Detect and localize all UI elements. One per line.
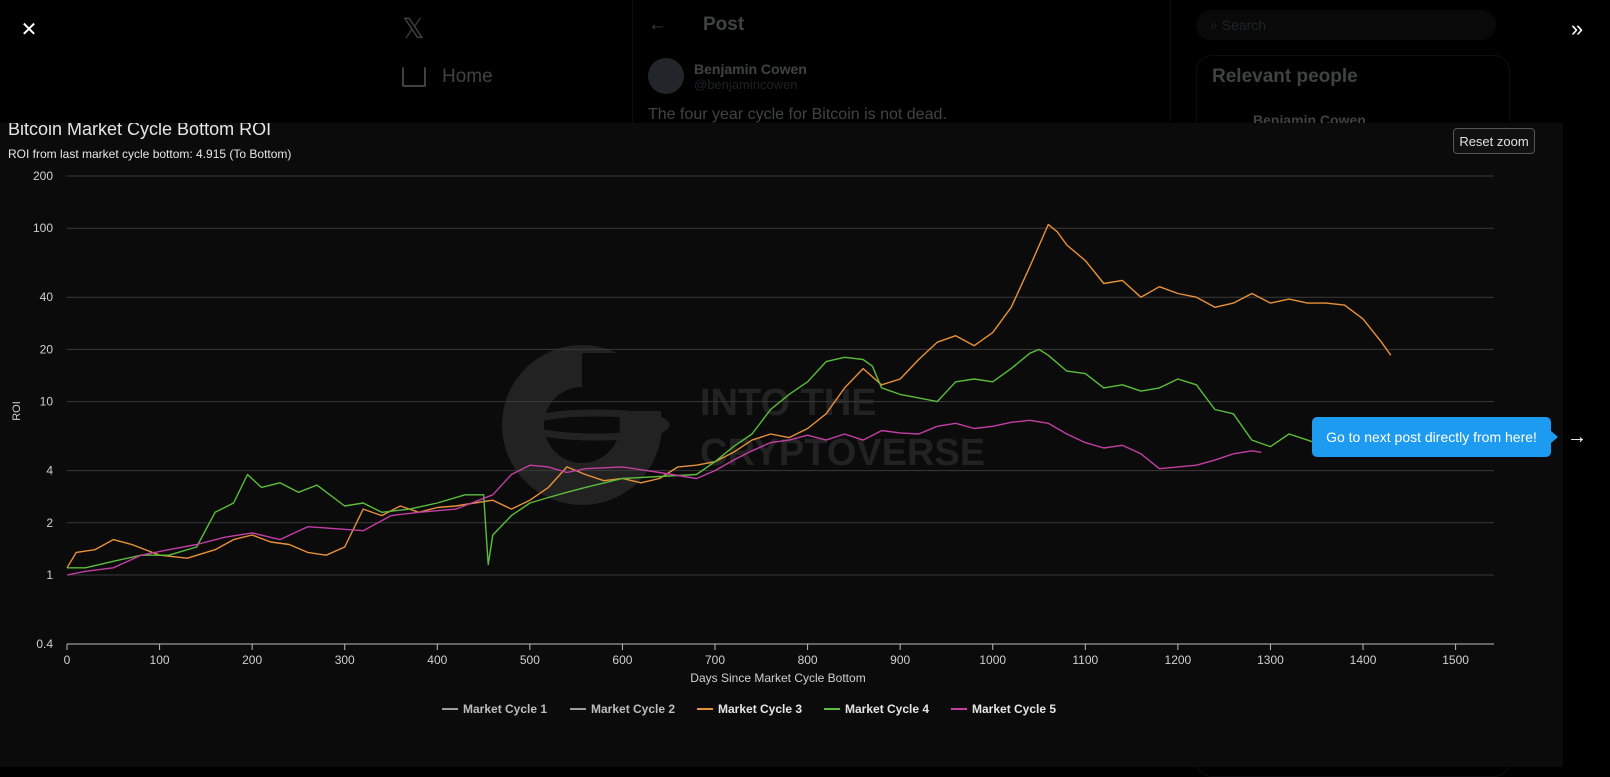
search-placeholder: Search bbox=[1221, 17, 1267, 33]
author-name: Benjamin Cowen bbox=[694, 60, 807, 77]
legend-item-market-cycle-4[interactable]: Market Cycle 4 bbox=[845, 702, 929, 716]
x-tick-label: 1400 bbox=[1350, 653, 1377, 667]
y-tick-label: 10 bbox=[40, 395, 54, 409]
x-tick-label: 1300 bbox=[1257, 653, 1284, 667]
x-tick-label: 0 bbox=[64, 653, 71, 667]
watermark-logo-ring bbox=[522, 409, 670, 441]
next-post-tooltip: Go to next post directly from here! bbox=[1312, 417, 1558, 457]
legend-item-market-cycle-2[interactable]: Market Cycle 2 bbox=[591, 702, 675, 716]
nav-home: Home bbox=[402, 66, 493, 88]
chart-subtitle: ROI from last market cycle bottom: 4.915… bbox=[8, 147, 291, 161]
post-title: Post bbox=[703, 14, 745, 35]
x-logo-icon: 𝕏 bbox=[402, 13, 425, 44]
y-tick-label: 100 bbox=[33, 221, 53, 235]
x-tick-label: 100 bbox=[150, 653, 170, 667]
x-tick-label: 400 bbox=[427, 653, 447, 667]
legend-item-market-cycle-3[interactable]: Market Cycle 3 bbox=[718, 702, 802, 716]
avatar bbox=[648, 58, 684, 94]
nav-home-label: Home bbox=[442, 66, 493, 87]
series-line-market-cycle-3 bbox=[66, 223, 1392, 569]
y-tick-label: 2 bbox=[46, 516, 53, 530]
chart-panel: INTO THE CRYPTOVERSE Bitcoin Market Cycl… bbox=[0, 123, 1563, 767]
close-icon[interactable]: ✕ bbox=[20, 18, 38, 41]
y-tick-label: 200 bbox=[33, 169, 53, 183]
watermark: INTO THE CRYPTOVERSE bbox=[502, 345, 985, 505]
x-tick-label: 800 bbox=[798, 653, 818, 667]
roi-chart: INTO THE CRYPTOVERSE Bitcoin Market Cycl… bbox=[8, 123, 1494, 716]
double-chevron-right-icon[interactable]: » bbox=[1570, 16, 1584, 41]
x-tick-label: 900 bbox=[890, 653, 910, 667]
post-header: ← Post bbox=[648, 14, 744, 36]
y-tick-label: 1 bbox=[46, 568, 53, 582]
series-layer bbox=[66, 223, 1392, 576]
tweet-text: The four year cycle for Bitcoin is not d… bbox=[648, 106, 947, 123]
series-line-market-cycle-5 bbox=[66, 419, 1262, 576]
x-tick-label: 200 bbox=[242, 653, 262, 667]
x-axis-label: Days Since Market Cycle Bottom bbox=[690, 671, 865, 685]
relevant-people-heading: Relevant people bbox=[1212, 66, 1358, 87]
y-tick-label: 20 bbox=[40, 342, 54, 356]
chart-title: Bitcoin Market Cycle Bottom ROI bbox=[8, 123, 271, 139]
x-tick-label: 300 bbox=[335, 653, 355, 667]
legend: Market Cycle 1 Market Cycle 2 Market Cycle… bbox=[442, 702, 1056, 716]
reset-zoom-button[interactable]: Reset zoom bbox=[1453, 128, 1535, 154]
author-handle: @benjamincowen bbox=[694, 76, 798, 92]
x-tick-label: 1500 bbox=[1442, 653, 1469, 667]
arrow-right-icon[interactable]: → bbox=[1567, 425, 1587, 448]
x-tick-label: 500 bbox=[520, 653, 540, 667]
watermark-logo-cut bbox=[582, 353, 672, 411]
series-line-market-cycle-4 bbox=[67, 348, 1387, 569]
y-tick-label: 40 bbox=[40, 290, 54, 304]
next-post-tooltip-text: Go to next post directly from here! bbox=[1326, 429, 1537, 445]
post-author: Benjamin Cowen @benjamincowen bbox=[648, 58, 807, 94]
x-tick-label: 600 bbox=[612, 653, 632, 667]
x-tick-label: 1000 bbox=[979, 653, 1006, 667]
legend-item-market-cycle-5[interactable]: Market Cycle 5 bbox=[972, 702, 1056, 716]
x-tick-label: 1200 bbox=[1165, 653, 1192, 667]
search-input: ⌕ Search bbox=[1196, 10, 1496, 40]
home-icon bbox=[402, 67, 426, 87]
y-tick-label: 4 bbox=[46, 464, 53, 478]
x-tick-label: 700 bbox=[705, 653, 725, 667]
back-arrow-icon: ← bbox=[648, 14, 667, 35]
watermark-line1: INTO THE bbox=[700, 382, 877, 424]
y-axis-label: ROI bbox=[11, 401, 23, 421]
x-tick-label: 1100 bbox=[1072, 653, 1098, 667]
y-tick-label: 0.4 bbox=[36, 637, 53, 651]
grid-layer: 0.4 1 2 4 10 20 40 100 200 0 100 200 300 400 500 600 700… bbox=[33, 169, 1494, 667]
legend-item-market-cycle-1[interactable]: Market Cycle 1 bbox=[463, 702, 547, 716]
watermark-line2: CRYPTOVERSE bbox=[700, 432, 985, 474]
